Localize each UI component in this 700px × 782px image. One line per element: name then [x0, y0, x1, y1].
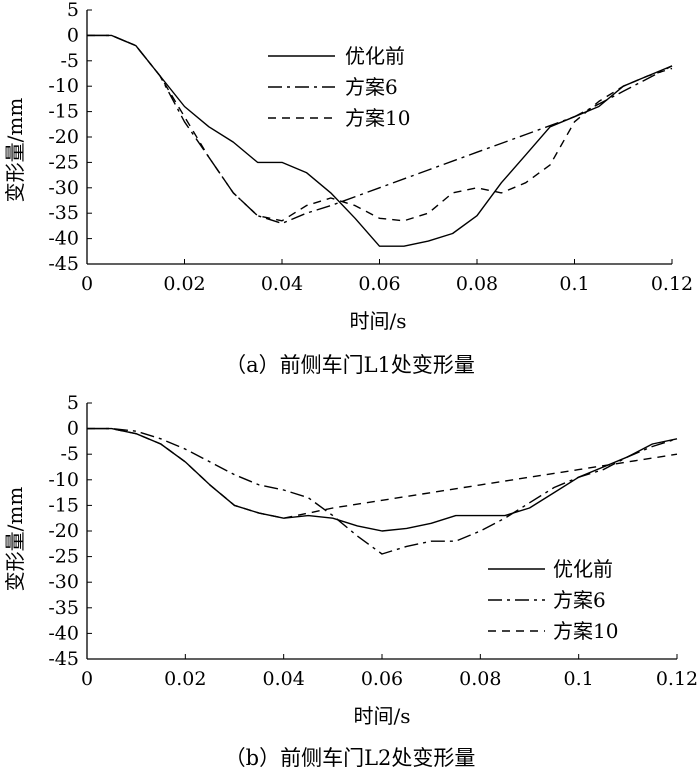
x-axis-label: 时间/s — [349, 309, 406, 333]
y-tick-label: -20 — [48, 520, 79, 542]
y-tick-label: -30 — [48, 177, 79, 199]
y-tick-label: -25 — [48, 151, 79, 173]
y-tick-label: -35 — [48, 597, 79, 619]
x-tick-label: 0 — [81, 668, 93, 690]
y-tick-label: 0 — [67, 418, 79, 440]
y-tick-label: -25 — [48, 546, 79, 568]
y-tick-label: -35 — [48, 202, 79, 224]
chart-panel-b: 50-5-10-15-20-25-30-35-40-450 0.02 0.04 0.0… — [3, 392, 698, 770]
y-tick-label: 5 — [67, 392, 79, 414]
y-tick-label: -15 — [48, 494, 79, 516]
y-tick-label: -20 — [48, 126, 79, 148]
y-tick-label: -30 — [48, 571, 79, 593]
series-line-3 — [87, 34, 673, 222]
y-tick-label: 5 — [67, 0, 79, 21]
x-tick-label: 0 — [81, 273, 93, 295]
y-tick-label: -10 — [48, 469, 79, 491]
y-tick-label: -10 — [48, 75, 79, 97]
x-tick-label: 0.04 — [261, 273, 303, 295]
x-tick-label: 0.04 — [263, 668, 305, 690]
x-tick-label: 0.12 — [656, 668, 698, 690]
legend-label-3: 方案10 — [553, 619, 618, 643]
y-tick-label: -15 — [48, 101, 79, 123]
x-tick-label: 0.06 — [361, 668, 403, 690]
x-tick-label: 0.1 — [564, 668, 594, 690]
y-tick-label: 0 — [67, 24, 79, 46]
x-tick-label: 0.08 — [456, 273, 498, 295]
series-line-3 — [87, 427, 678, 519]
y-tick-label: -5 — [60, 443, 79, 465]
x-tick-label: 0.1 — [559, 273, 589, 295]
x-tick-label: 0.02 — [163, 273, 205, 295]
legend-label-1: 优化前 — [553, 557, 613, 581]
x-tick-label: 0.02 — [164, 668, 206, 690]
series-line-2 — [87, 427, 678, 555]
x-axis-label: 时间/s — [353, 704, 410, 728]
legend-label-1: 优化前 — [345, 44, 405, 68]
legend-label-2: 方案6 — [553, 588, 606, 612]
y-tick-label: -5 — [60, 50, 79, 72]
series-line-2 — [87, 34, 673, 225]
y-axis-label: 变形量/mm — [3, 487, 27, 592]
y-axis-label: 变形量/mm — [3, 98, 27, 203]
x-tick-label: 0.12 — [651, 273, 693, 295]
y-tick-label: -45 — [48, 648, 79, 670]
chart-panel-a: 50-5-10-15-20-25-30-35-40-450 0.02 0.04 0.0… — [3, 0, 693, 377]
chart-caption: （a）前侧车门L1处变形量 — [225, 353, 475, 377]
x-tick-label: 0.06 — [358, 273, 400, 295]
series-line-1 — [87, 427, 678, 532]
legend-label-2: 方案6 — [345, 75, 398, 99]
y-tick-label: -40 — [48, 622, 79, 644]
x-tick-label: 0.08 — [459, 668, 501, 690]
legend-label-3: 方案10 — [345, 106, 410, 130]
chart-caption: （b）前侧车门L2处变形量 — [225, 746, 476, 770]
y-tick-label: -45 — [48, 253, 79, 275]
y-tick-label: -40 — [48, 228, 79, 250]
